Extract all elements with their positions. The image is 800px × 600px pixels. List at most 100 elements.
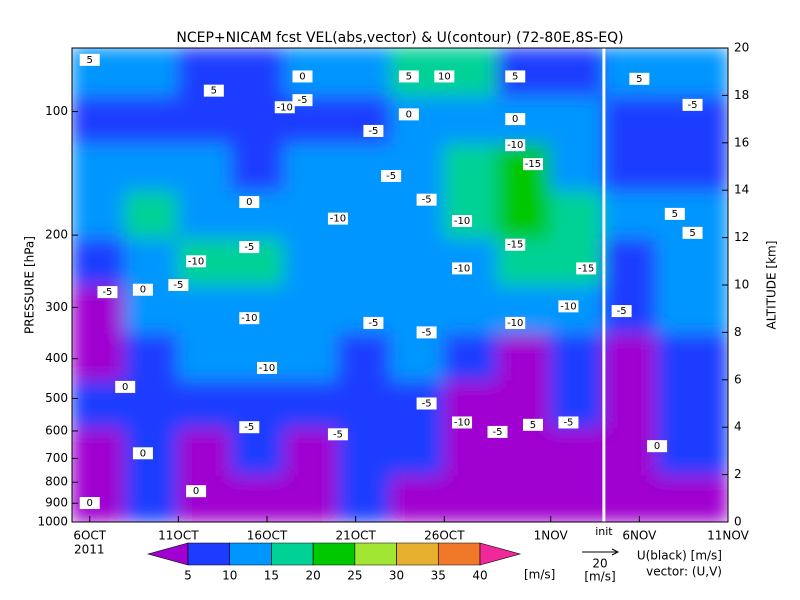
heat-cell [124,48,180,97]
annotation-bg [79,53,100,66]
annotation-bg [239,241,260,254]
contour-label: 5 [672,209,678,220]
x-tick-label: 6OCT [73,529,106,543]
heat-cell [230,141,286,192]
colorbar-swatch [354,542,397,566]
heat-cell [549,94,605,144]
x-tick-label: 21OCT [335,529,376,543]
y2-tick-label: 4 [734,420,742,434]
heat-cell [443,94,499,144]
heat-cell [496,473,552,522]
heat-cell [602,236,659,286]
y2-tick-label: 20 [734,41,749,55]
heat-cell [656,284,728,334]
annotation-bg [239,196,260,209]
heat-cell [230,473,286,522]
heat-cell [336,141,393,192]
contour-label: 5 [87,55,93,66]
contour-label: -10 [454,216,470,227]
heat-cell [177,189,233,239]
legend-text: U(black) [m/s] [637,549,722,563]
legend-text: vector: (U,V) [646,565,722,579]
heat-cell [124,236,180,286]
annotation-bg [327,428,348,441]
heat-cell [283,284,339,334]
heat-cell [72,141,127,192]
heat-cell [283,331,339,381]
contour-label: -5 [173,280,183,291]
annotation-bg [647,440,668,453]
field [72,48,728,522]
heat-cell [443,141,499,192]
annotation-bg [186,255,207,268]
annotation-bg [434,70,455,83]
annotation-bg [416,193,437,206]
colorbar-unit: [m/s] [524,568,555,582]
y-tick-label: 1000 [37,515,68,529]
annotation-bg [522,158,543,171]
annotation-bg [682,226,703,239]
heat-cell [177,426,233,476]
x-year-label: 2011 [74,543,105,557]
colorbar-swatch [396,542,439,566]
contour-label: -10 [507,140,523,151]
y-tick-label: 100 [45,104,68,118]
annotation-bg [398,108,419,121]
contour-label: -5 [333,429,343,440]
heat-cell [656,378,728,429]
heat-cell [549,426,605,476]
heat-cell [72,331,127,381]
heat-cell [390,331,446,381]
heat-cell [443,331,499,381]
contour-label: -10 [560,301,576,312]
contour-label: 5 [512,71,518,82]
colorbar-swatch [187,542,231,566]
heat-cell [656,331,728,381]
annotation-bg [79,497,100,510]
annotation-bg [505,70,526,83]
annotation-bg [327,212,348,225]
heat-cell [336,331,393,381]
heat-cell [177,284,233,334]
annotation-bg [132,283,153,296]
contour-label: -5 [244,242,254,253]
annotation-bg [664,207,685,220]
annotation-bg [274,101,295,114]
annotation-bg [558,300,579,313]
heat-cell [230,426,286,476]
heat-cell [72,189,127,239]
contour-label: -5 [563,417,573,428]
annotation-bg [132,447,153,460]
annotation-bg [629,72,650,85]
y-tick-label: 300 [45,300,68,314]
annotation-bg [239,312,260,325]
heat-cell [177,94,233,144]
contour-label: -5 [422,327,432,338]
heat-cell [602,473,659,522]
x-tick-label: 26OCT [424,529,465,543]
heat-cell [602,94,659,144]
heat-cell [177,331,233,381]
contour-label: 0 [406,109,412,120]
colorbar-swatch [229,542,272,566]
annotation-bg [452,262,473,275]
y2-axis-label: ALTITUDE [km] [765,241,779,330]
y-tick-label: 800 [45,475,68,489]
y2-tick-label: 18 [734,88,749,102]
annotation-bg [416,397,437,410]
x-tick-label: 6NOV [622,529,657,543]
annotation-bg [292,70,313,83]
heat-cell [602,48,659,97]
colorbar-label: 10 [222,569,237,583]
x-tick-label: 16OCT [247,529,288,543]
contour-label: -5 [368,318,378,329]
contour-label: -15 [507,240,523,251]
heat-cell [72,426,127,476]
heat-cell [443,284,499,334]
annotation-bg [363,316,384,329]
heat-cell [177,473,233,522]
annotation-bg [168,279,189,291]
heat-cell [549,331,605,381]
contour-label: 5 [530,420,536,431]
annotation-bg [203,84,224,97]
